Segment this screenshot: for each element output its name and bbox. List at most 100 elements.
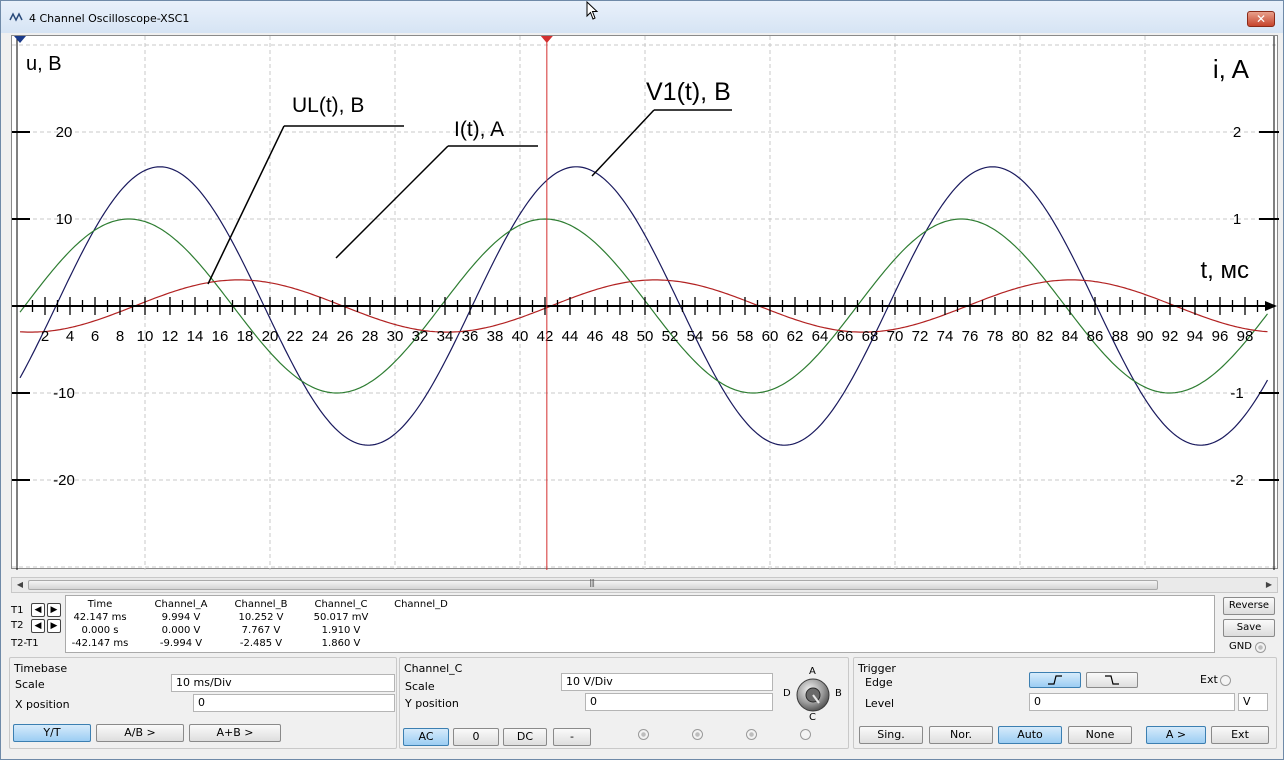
- t1-channel-a: 9.994 V: [161, 612, 201, 623]
- channel-scale-field[interactable]: 10 V/Div: [561, 673, 773, 691]
- trigger-title: Trigger: [858, 662, 896, 675]
- ac-button[interactable]: AC: [403, 728, 449, 746]
- t2-left-arrow-icon[interactable]: ◀: [31, 619, 45, 633]
- dc-button[interactable]: DC: [503, 728, 547, 746]
- diff-time: -42.147 ms: [71, 638, 129, 649]
- annotations: UL(t), B I(t), A V1(t), B: [207, 78, 732, 285]
- time-tick-label: 22: [287, 328, 304, 345]
- channel-scale-label: Scale: [405, 680, 435, 693]
- left-axis-title: u, B: [26, 53, 62, 75]
- t2-channel-b: 7.767 V: [241, 625, 281, 636]
- time-tick-label: 6: [91, 328, 99, 345]
- time-tick-label: 2: [41, 328, 49, 345]
- t2-label: T2: [11, 620, 24, 631]
- time-tick-label: 98: [1237, 328, 1254, 345]
- trigger-ext-button[interactable]: Ext: [1211, 726, 1269, 744]
- time-tick-label: 18: [237, 328, 254, 345]
- time-tick-label: 24: [312, 328, 329, 345]
- minus-button[interactable]: -: [553, 728, 591, 746]
- left-tick-label: -10: [53, 385, 75, 402]
- trigger-source-a-button[interactable]: A >: [1146, 726, 1206, 744]
- knob-label-a: A: [809, 666, 816, 677]
- channel-d-radio[interactable]: [800, 729, 811, 740]
- knob-label-d: D: [783, 688, 791, 699]
- gnd-label: GND: [1229, 641, 1252, 652]
- channel-selector-knob-icon[interactable]: [795, 677, 831, 713]
- time-tick-label: 26: [337, 328, 354, 345]
- waveforms: [19, 166, 1269, 446]
- time-tick-label: 60: [762, 328, 779, 345]
- channel-a-radio[interactable]: [638, 729, 649, 740]
- waveform-v1: [19, 166, 1269, 446]
- gnd-terminal-icon[interactable]: [1255, 642, 1266, 653]
- save-button[interactable]: Save: [1223, 619, 1275, 637]
- scroll-left-icon[interactable]: ◀: [16, 580, 24, 589]
- v1-leader-line: [591, 109, 655, 177]
- t2-channel-a: 0.000 V: [161, 625, 201, 636]
- time-tick-label: 12: [162, 328, 179, 345]
- t1-channel-b: 10.252 V: [238, 612, 284, 623]
- right-tick-label: -2: [1230, 472, 1243, 489]
- ab-button[interactable]: A/B >: [96, 724, 184, 742]
- scroll-right-icon[interactable]: ▶: [1265, 580, 1273, 589]
- trigger-group: Trigger: [853, 657, 1277, 749]
- time-tick-label: 58: [737, 328, 754, 345]
- ext-trigger-radio[interactable]: [1220, 675, 1231, 686]
- edge-label: Edge: [865, 676, 893, 689]
- oscilloscope-app-icon: [9, 12, 23, 22]
- cursor-t2-handle-icon[interactable]: [14, 36, 26, 43]
- time-tick-label: 56: [712, 328, 729, 345]
- time-tick-label: 96: [1212, 328, 1229, 345]
- time-tick-label: 44: [562, 328, 579, 345]
- time-tick-label: 92: [1162, 328, 1179, 345]
- cursor-group[interactable]: [14, 36, 553, 570]
- trigger-level-field[interactable]: 0: [1029, 693, 1235, 711]
- waveform-i: [19, 218, 1268, 394]
- close-button[interactable]: ✕: [1247, 11, 1275, 27]
- reverse-button[interactable]: Reverse: [1223, 597, 1275, 615]
- y-position-field[interactable]: 0: [585, 693, 773, 711]
- rising-edge-button[interactable]: [1029, 672, 1081, 688]
- ul-annotation: UL(t), B: [292, 94, 364, 117]
- time-axis: 2 4 6 8 10 12 14 16 18 20 22 24 26 28 30 32 34 36 38 40 42 44…: [12, 36, 1279, 570]
- auto-button[interactable]: Auto: [998, 726, 1062, 744]
- cursor-t1-handle-icon[interactable]: [540, 36, 553, 43]
- scrollbar-thumb[interactable]: |||: [28, 578, 1158, 590]
- time-tick-label: 64: [812, 328, 829, 345]
- t2-right-arrow-icon[interactable]: ▶: [47, 619, 61, 633]
- timebase-group: Timebase: [9, 657, 397, 749]
- time-tick-label: 62: [787, 328, 804, 345]
- time-tick-label: 94: [1187, 328, 1204, 345]
- channel-c-radio[interactable]: [746, 729, 757, 740]
- x-position-field[interactable]: 0: [193, 694, 395, 712]
- time-tick-label: 28: [362, 328, 379, 345]
- falling-edge-button[interactable]: [1086, 672, 1138, 688]
- x-position-label: X position: [15, 698, 70, 711]
- time-tick-label: 50: [637, 328, 654, 345]
- time-tick-label: 20: [262, 328, 279, 345]
- single-button[interactable]: Sing.: [859, 726, 923, 744]
- right-axis-title: i, A: [1213, 54, 1250, 84]
- horizontal-scrollbar[interactable]: ◀ ||| ▶: [11, 577, 1278, 593]
- normal-button[interactable]: Nor.: [929, 726, 993, 744]
- t1-right-arrow-icon[interactable]: ▶: [47, 603, 61, 617]
- header-channel-b: Channel_B: [234, 599, 288, 610]
- time-tick-label: 48: [612, 328, 629, 345]
- left-tick-label: 10: [56, 211, 73, 228]
- left-tick-label: 20: [56, 124, 73, 141]
- right-tick-label: 1: [1233, 211, 1241, 228]
- a-plus-b-button[interactable]: A+B >: [189, 724, 281, 742]
- channel-b-radio[interactable]: [692, 729, 703, 740]
- timebase-scale-field[interactable]: 10 ms/Div: [171, 674, 395, 692]
- time-tick-label: 30: [387, 328, 404, 345]
- diff-channel-b: -2.485 V: [239, 638, 283, 649]
- time-tick-label: 46: [587, 328, 604, 345]
- yt-button[interactable]: Y/T: [13, 724, 91, 742]
- channel-group: Channel_C: [399, 657, 849, 749]
- scope-display[interactable]: 2 4 6 8 10 12 14 16 18 20 22 24 26 28 30 32 34 36 38 40 42 44…: [11, 35, 1279, 570]
- title-bar[interactable]: 4 Channel Oscilloscope-XSC1 ✕: [1, 1, 1283, 33]
- t1-left-arrow-icon[interactable]: ◀: [31, 603, 45, 617]
- zero-button[interactable]: 0: [453, 728, 499, 746]
- none-button[interactable]: None: [1068, 726, 1132, 744]
- time-tick-label: 52: [662, 328, 679, 345]
